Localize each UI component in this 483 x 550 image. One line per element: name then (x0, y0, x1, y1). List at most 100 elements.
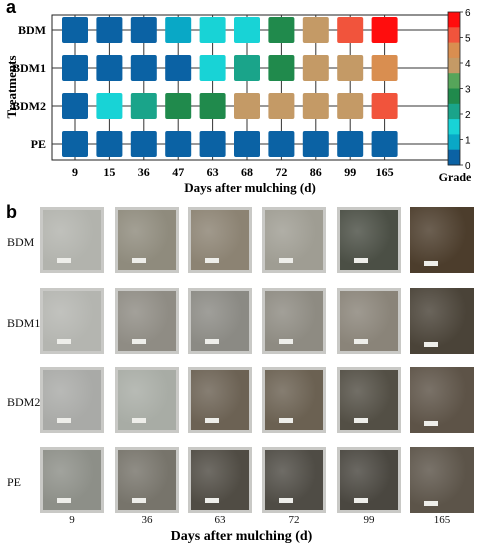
photo-label-tag (424, 501, 438, 506)
x-tick-label: 165 (376, 165, 394, 179)
heatmap-cell (96, 131, 123, 157)
x-tick-label: 15 (103, 165, 115, 179)
heatmap-cell (130, 93, 157, 119)
mulch-photo (262, 207, 326, 273)
heatmap-cell (165, 93, 192, 119)
heatmap-cell (199, 131, 226, 157)
heatmap-cell (302, 17, 329, 43)
photo-label-tag (132, 498, 146, 503)
photo-label-tag (205, 339, 219, 344)
photo-label-tag (57, 498, 71, 503)
photo-label-tag (354, 339, 368, 344)
heatmap-cell (371, 17, 398, 43)
mulch-photo (262, 367, 326, 433)
mulch-photo (262, 447, 326, 513)
mulch-photo (40, 207, 104, 273)
photo-label-tag (132, 339, 146, 344)
photo-label-tag (279, 418, 293, 423)
panel-a-letter: a (6, 0, 17, 17)
x-tick-label: 36 (138, 165, 150, 179)
heatmap-cell (268, 93, 295, 119)
colorbar-label: Grade (439, 170, 472, 184)
y-tick-label: BDM2 (12, 99, 46, 113)
photo-label-tag (205, 498, 219, 503)
heatmap-cell (62, 131, 88, 157)
photo-label-tag (354, 258, 368, 263)
mulch-photo (40, 367, 104, 433)
photo-label-tag (354, 498, 368, 503)
mulch-photo (337, 207, 401, 273)
heatmap-cell (96, 93, 123, 119)
mulch-photo (337, 288, 401, 354)
photo-label-tag (132, 418, 146, 423)
colorbar-tick-label: 3 (465, 85, 471, 96)
y-axis-title: Treatments (4, 55, 19, 118)
photo-row-label: BDM1 (7, 316, 41, 330)
panel-b-x-axis-title: Days after mulching (d) (170, 529, 313, 544)
photo-label-tag (279, 258, 293, 263)
x-tick-label: 86 (310, 165, 322, 179)
mulch-photo (40, 447, 104, 513)
heatmap-cell (371, 131, 398, 157)
heatmap-cell (199, 17, 226, 43)
heatmap-cell (302, 131, 329, 157)
heatmap-cell (62, 93, 88, 119)
colorbar-tick-label: 1 (465, 136, 471, 147)
photo-day-label: 36 (141, 514, 153, 526)
photo-row-label: BDM2 (7, 395, 41, 409)
heatmap-cell (302, 93, 329, 119)
mulch-photo (188, 447, 252, 513)
photo-label-tag (424, 261, 438, 266)
x-tick-label: 63 (207, 165, 219, 179)
heatmap-cell (337, 55, 364, 81)
photo-label-tag (424, 421, 438, 426)
heatmap-cell (130, 17, 157, 43)
colorbar-tick-label: 5 (465, 34, 471, 45)
mulch-photo (410, 288, 474, 354)
heatmap-cell (130, 131, 157, 157)
mulch-photo (40, 288, 104, 354)
photo-label-tag (424, 342, 438, 347)
photo-label-tag (132, 258, 146, 263)
heatmap-cell (234, 17, 260, 43)
heatmap-cell (96, 17, 123, 43)
heatmap-cell (165, 55, 192, 81)
mulch-photo (115, 288, 179, 354)
colorbar-tick-label: 2 (465, 110, 471, 121)
mulch-photo (262, 288, 326, 354)
photo-label-tag (205, 418, 219, 423)
heatmap-cell (62, 17, 88, 43)
heatmap-cell (130, 55, 157, 81)
heatmap-cell (234, 93, 260, 119)
colorbar-segment (448, 12, 460, 28)
heatmap-cell (371, 93, 398, 119)
mulch-photo (115, 207, 179, 273)
photo-label-tag (205, 258, 219, 263)
photo-day-label: 9 (69, 514, 75, 526)
heatmap-cell (165, 131, 192, 157)
colorbar-tick-label: 4 (465, 59, 471, 70)
heatmap-cell (268, 17, 295, 43)
photo-row-label: BDM (7, 235, 35, 249)
x-axis-title: Days after mulching (d) (184, 180, 316, 195)
panel-b-letter: b (6, 202, 17, 222)
heatmap-cell (337, 131, 364, 157)
mulch-photo (410, 207, 474, 273)
colorbar-segment (448, 88, 460, 105)
colorbar-segment (448, 149, 460, 166)
photo-day-label: 165 (433, 514, 451, 526)
photo-row-label: PE (7, 475, 22, 489)
photo-label-tag (279, 339, 293, 344)
photo-day-label: 99 (363, 514, 375, 526)
heatmap-cell (199, 93, 226, 119)
photo-day-label: 72 (288, 514, 300, 526)
photo-day-label: 63 (214, 514, 226, 526)
colorbar-tick-label: 0 (465, 161, 471, 172)
mulch-photo (337, 367, 401, 433)
photo-label-tag (57, 258, 71, 263)
photo-grid: BDM BDM1 BDM2 PE 9 36 63 72 99 165 (0, 200, 483, 550)
heatmap-cell (371, 55, 398, 81)
y-tick-label: BDM (18, 23, 46, 37)
heatmap-cell (302, 55, 329, 81)
heatmap-cell (337, 93, 364, 119)
